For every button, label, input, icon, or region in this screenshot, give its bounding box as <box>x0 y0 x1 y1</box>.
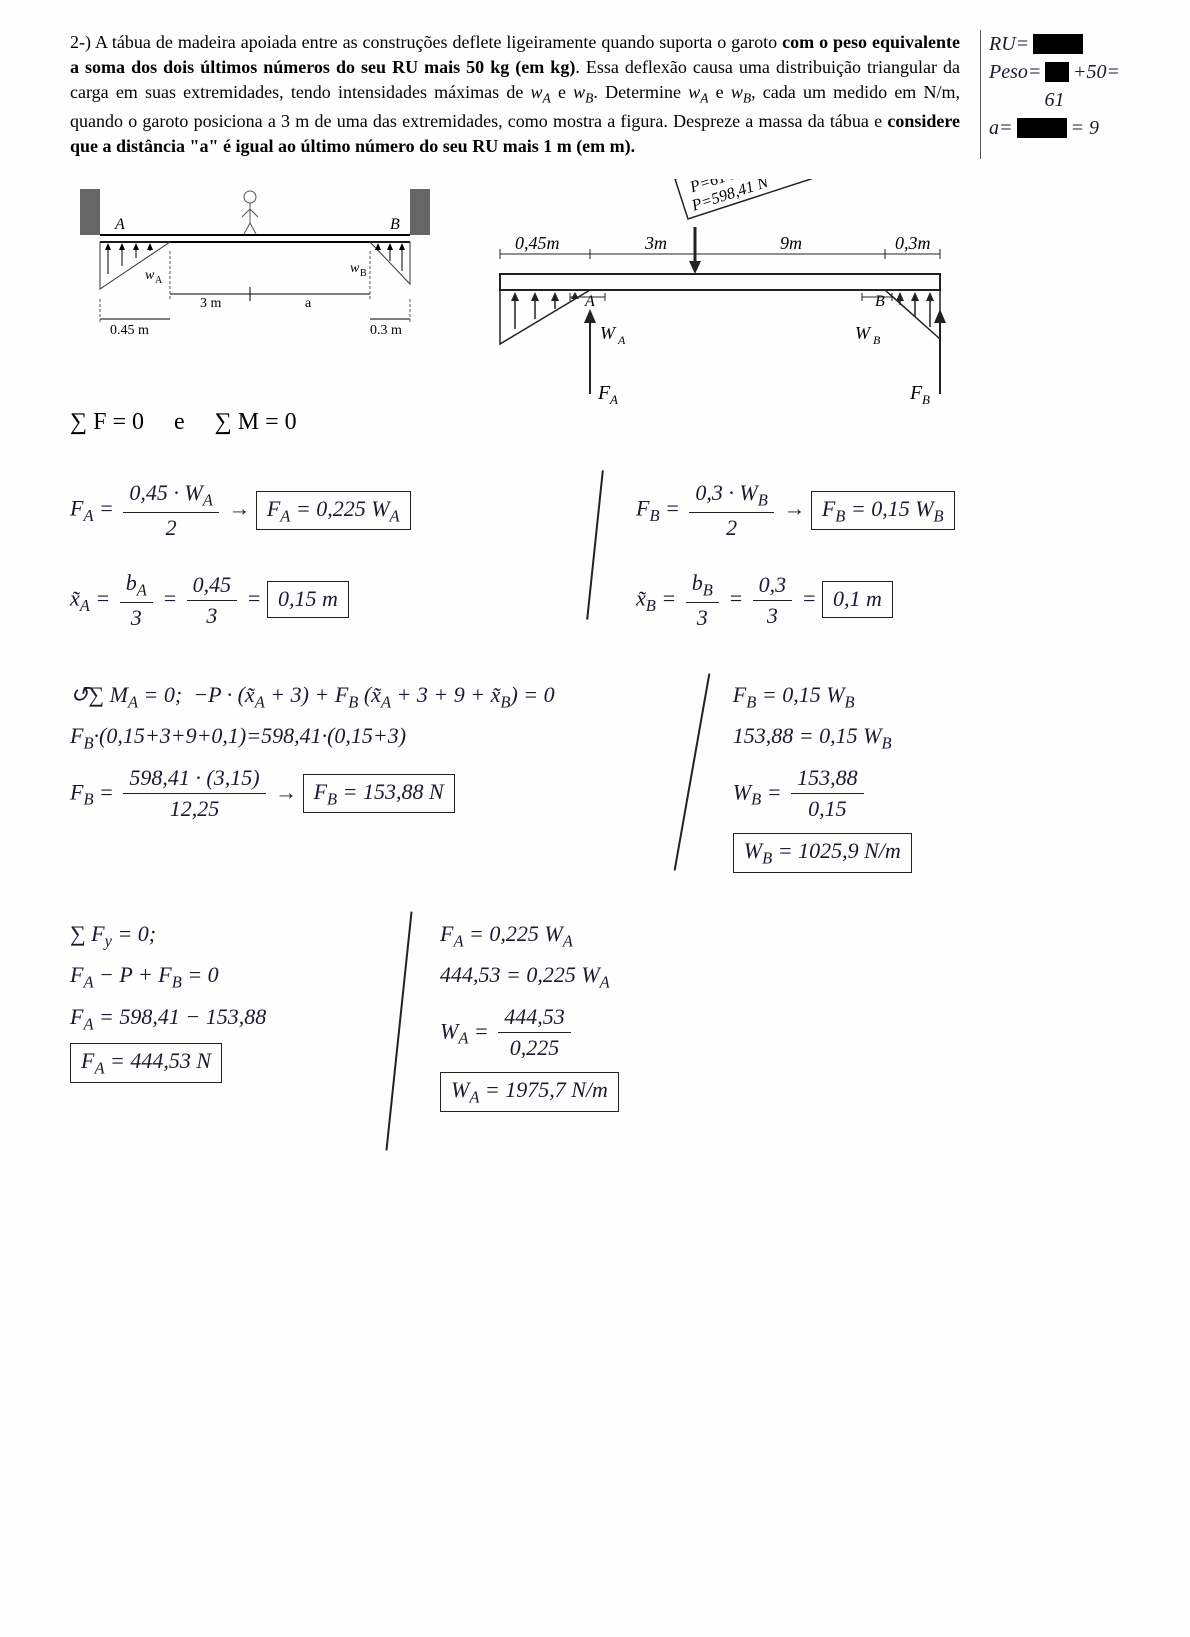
svg-text:3 m: 3 m <box>200 296 222 311</box>
label-A: A <box>114 216 125 233</box>
svg-text:A: A <box>584 293 595 310</box>
svg-text:W: W <box>855 323 872 343</box>
hand-drawn-fbd: P=61·9,81 P=598,41 N 0,45m 3m 9m 0,3m A … <box>480 179 960 440</box>
side-notes: RU= Peso=+50= 61 a== 9 <box>980 30 1120 159</box>
label-B: B <box>390 216 400 233</box>
svg-text:B: B <box>873 333 881 347</box>
svg-text:B: B <box>360 268 367 279</box>
svg-text:W: W <box>600 323 617 343</box>
svg-text:w: w <box>350 261 360 276</box>
svg-text:F: F <box>909 382 923 404</box>
printed-figure: A B wA wB 3 m a 0.45 m 0.3 m <box>70 179 440 440</box>
redaction <box>1033 34 1083 54</box>
svg-text:a: a <box>305 296 312 311</box>
svg-text:3m: 3m <box>644 233 667 253</box>
wb-calc: FB = 0,15 WB 153,88 = 0,15 WB WB = 153,8… <box>733 672 1120 881</box>
calc-FB: FB = 0,3 · WB2 → FB = 0,15 WB x̃B = bB3 … <box>636 470 1120 642</box>
redaction <box>1045 62 1069 82</box>
svg-text:A: A <box>609 392 618 407</box>
svg-text:B: B <box>875 293 885 310</box>
svg-text:0.3 m: 0.3 m <box>370 323 402 338</box>
svg-text:0.45 m: 0.45 m <box>110 323 149 338</box>
svg-text:9m: 9m <box>780 233 802 253</box>
svg-text:F: F <box>597 382 611 404</box>
fy-calc: ∑ Fy = 0; FA − P + FB = 0 FA = 598,41 − … <box>70 911 358 1151</box>
wa-calc: FA = 0,225 WA 444,53 = 0,225 WA WA = 444… <box>440 911 760 1151</box>
problem-number: 2-) <box>70 32 91 52</box>
calc-FA: FA = 0,45 · WA2 → FA = 0,225 WA x̃A = bA… <box>70 470 554 642</box>
svg-text:0,45m: 0,45m <box>515 233 560 253</box>
svg-text:0,3m: 0,3m <box>895 233 931 253</box>
redaction <box>1017 118 1067 138</box>
moment-calc: ↺∑ MA = 0; −P · (x̃A + 3) + FB (x̃A + 3 … <box>70 672 651 881</box>
svg-text:A: A <box>155 275 163 286</box>
svg-text:w: w <box>145 268 155 283</box>
equilibrium-equations: ∑ F = 0 e ∑ M = 0 <box>70 406 440 440</box>
svg-text:A: A <box>617 333 626 347</box>
svg-text:B: B <box>922 392 930 407</box>
problem-statement: 2-) A tábua de madeira apoiada entre as … <box>70 30 960 159</box>
